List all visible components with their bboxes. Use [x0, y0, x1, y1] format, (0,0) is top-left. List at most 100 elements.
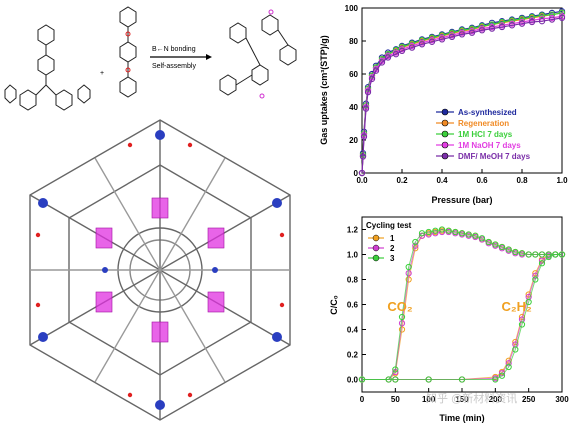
isotherm-plot-frame [361, 7, 563, 174]
isotherm-point [372, 67, 380, 74]
breakthrough-legend-title: Cycling test [366, 221, 412, 230]
breakthrough-point [438, 226, 446, 233]
product-molecule [219, 9, 297, 99]
breakthrough-point [512, 346, 519, 353]
breakthrough-y-tick-label: 0.4 [347, 326, 359, 335]
isotherm-point [362, 105, 370, 112]
breakthrough-x-ticks: 0 50 100 150 200 250 300 [360, 388, 569, 404]
watermark: 知乎 @新材料资讯 [426, 391, 517, 405]
breakthrough-point [492, 241, 499, 248]
breakthrough-x-tick-label: 0 [360, 395, 365, 404]
isotherm-point [538, 12, 546, 19]
breakthrough-point [505, 246, 512, 253]
breakthrough-point [552, 251, 559, 258]
breakthrough-legend-marker [372, 254, 380, 262]
isotherm-legend-marker [441, 119, 449, 127]
breakthrough-legend-marker [372, 244, 380, 252]
breakthrough-point [472, 232, 479, 239]
framework-structure [29, 119, 291, 421]
breakthrough-legend-label: 1 [390, 234, 395, 243]
breakthrough-point [452, 228, 459, 236]
diboronate-molecule [119, 6, 137, 98]
plus-sign: + [100, 70, 104, 77]
breakthrough-point [432, 227, 439, 234]
breakthrough-point [545, 253, 552, 261]
isotherm-point [538, 18, 546, 25]
breakthrough-point [532, 251, 539, 258]
arrow-label-top: B←N bonding [152, 46, 196, 53]
oxygen-atoms [35, 142, 285, 398]
isotherm-point [508, 22, 516, 29]
isotherm-legend-marker [441, 152, 449, 160]
isotherm-point [488, 25, 496, 32]
breakthrough-annotations: CO₂ C₂H₂ [387, 299, 532, 314]
framework-lattice [29, 119, 291, 421]
magenta-pores [95, 197, 225, 343]
isotherm-point [392, 51, 400, 58]
isotherm-x-tick-label: 0.0 [356, 176, 368, 185]
breakthrough-c2h2-line-cycle-3 [362, 254, 562, 380]
isotherm-point [418, 41, 426, 48]
breakthrough-point [525, 298, 532, 306]
breakthrough-y-axis-label: C/C₀ [329, 295, 339, 315]
isotherm-y-tick-label: 20 [349, 136, 358, 145]
isotherm-legend-label: DMF/ MeOH 7 days [458, 152, 531, 161]
breakthrough-x-tick-label: 250 [522, 395, 536, 404]
isotherm-point [428, 38, 436, 45]
isotherm-legend-marker [441, 130, 449, 138]
isotherm-point [558, 14, 566, 22]
breakthrough-x-tick-label: 300 [555, 395, 569, 404]
breakthrough-point [465, 231, 472, 238]
breakthrough-point [392, 366, 399, 373]
isotherm-series [358, 8, 566, 177]
nitrogen-nodes [38, 130, 282, 410]
breakthrough-x-tick-label: 50 [391, 395, 400, 404]
breakthrough-y-tick-label: 1.0 [347, 251, 359, 260]
breakthrough-x-tick-label: 100 [422, 395, 436, 404]
breakthrough-point [478, 235, 486, 242]
isotherm-point [398, 47, 406, 55]
isotherm-point [378, 59, 386, 66]
isotherm-legend: As-synthesized Regeneration 1M HCl 7 days 1… [436, 108, 531, 161]
isotherm-legend-label: As-synthesized [458, 108, 517, 117]
breakthrough-legend: Cycling test 123 [366, 221, 412, 263]
isotherm-x-tick-label: 1.0 [556, 176, 568, 185]
isotherm-point [518, 20, 526, 27]
isotherm-x-ticks: 0.0 0.2 0.4 0.6 0.8 1.0 [356, 169, 568, 185]
breakthrough-y-ticks: 0.0 0.2 0.4 0.6 0.8 1.0 1.2 [347, 226, 366, 385]
isotherm-point [548, 16, 556, 23]
breakthrough-point [358, 376, 366, 383]
isotherm-point [528, 18, 536, 26]
breakthrough-legend-label: 2 [390, 244, 395, 253]
isotherm-legend-label: 1M NaOH 7 days [458, 141, 521, 150]
breakthrough-series [358, 226, 566, 383]
breakthrough-point [505, 363, 512, 371]
isotherm-x-axis-label: Pressure (bar) [431, 195, 492, 205]
breakthrough-point [558, 251, 566, 258]
isotherm-point [468, 29, 476, 36]
breakthrough-point [538, 251, 546, 258]
isotherm-point [498, 23, 506, 31]
isotherm-x-tick-label: 0.8 [516, 176, 528, 185]
isotherm-y-ticks: 0 20 40 60 80 100 [345, 4, 366, 178]
breakthrough-point [392, 376, 399, 383]
isotherm-x-tick-label: 0.6 [476, 176, 488, 185]
breakthrough-point [512, 248, 519, 256]
breakthrough-point [538, 260, 546, 267]
isotherm-legend-label: Regeneration [458, 119, 509, 128]
isotherm-y-axis-label: Gas uptakes (cm³(STP)/g) [319, 35, 329, 145]
isotherm-point [368, 75, 376, 83]
isotherm-y-tick-label: 40 [349, 103, 358, 112]
breakthrough-legend-marker [372, 234, 380, 242]
breakthrough-annotation-1: CO₂ [387, 299, 413, 314]
breakthrough-point [412, 238, 419, 246]
breakthrough-point [518, 250, 526, 257]
breakthrough-point [498, 372, 506, 379]
breakthrough-x-axis-label: Time (min) [439, 413, 484, 423]
breakthrough-x-tick-label: 150 [455, 395, 469, 404]
breakthrough-y-tick-label: 0.6 [347, 301, 359, 310]
reaction-scheme: + B←N bonding Self-assembly [4, 6, 297, 111]
isotherm-point [358, 169, 366, 177]
isotherm-legend-marker [441, 108, 449, 116]
breakthrough-point [498, 243, 506, 251]
